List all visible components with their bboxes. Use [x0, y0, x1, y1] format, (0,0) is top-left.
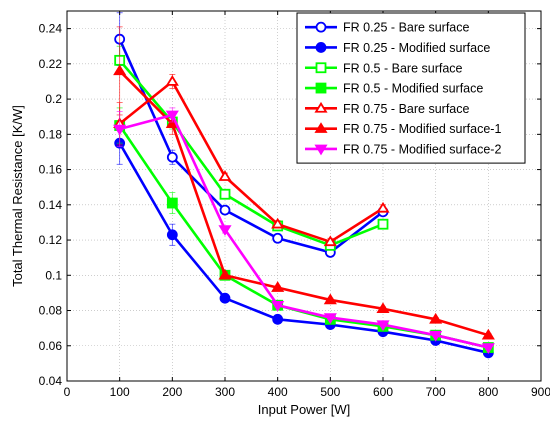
x-tick-label: 200: [162, 385, 182, 399]
legend-label: FR 0.5 - Modified surface: [343, 82, 483, 96]
data-point: [376, 302, 390, 314]
data-point: [271, 217, 285, 229]
data-point: [166, 151, 178, 163]
legend-marker: [315, 62, 327, 74]
x-tick-label: 300: [215, 385, 235, 399]
legend-marker: [315, 21, 327, 33]
x-tick-label: 800: [478, 385, 498, 399]
x-tick-label: 700: [426, 385, 446, 399]
data-point: [272, 313, 284, 325]
data-point: [165, 75, 179, 86]
data-point: [271, 300, 285, 312]
legend-item: FR 0.75 - Bare surface: [305, 102, 469, 116]
legend-marker: [315, 42, 327, 53]
x-tick-label: 600: [373, 385, 393, 399]
data-point: [113, 124, 127, 136]
y-tick-label: 0.14: [39, 198, 63, 212]
legend: FR 0.25 - Bare surface FR 0.25 - Modified…: [296, 12, 526, 164]
data-point: [218, 170, 232, 181]
axis-ticks: 0 100 200 300 400 500 600 700 800 900 0.04 0.06 0.08…: [39, 11, 550, 399]
data-point: [429, 330, 443, 342]
data-point: [481, 343, 495, 354]
legend-item: FR 0.25 - Bare surface: [305, 21, 469, 35]
series-line: [119, 113, 489, 349]
data-point: [376, 201, 390, 213]
y-tick-label: 0.04: [39, 374, 63, 388]
x-tick-label: 0: [64, 385, 71, 399]
y-tick-label: 0.2: [45, 92, 62, 106]
legend-item: FR 0.75 - Modified surface-2: [305, 142, 501, 156]
x-tick-label: 400: [268, 385, 288, 399]
data-point: [166, 197, 178, 209]
y-tick-label: 0.06: [39, 339, 63, 353]
series-layer: [113, 12, 495, 359]
y-tick-label: 0.22: [39, 57, 63, 71]
data-point: [376, 320, 390, 332]
legend-label: FR 0.5 - Bare surface: [343, 61, 463, 75]
data-point: [165, 110, 179, 122]
data-point: [271, 281, 285, 292]
legend-marker: [314, 144, 328, 156]
data-point: [219, 292, 231, 304]
data-point: [323, 235, 337, 247]
x-tick-label: 100: [110, 385, 130, 399]
series-line: [118, 69, 489, 337]
x-tick-label: 500: [320, 385, 340, 399]
series-line: [118, 142, 489, 355]
y-tick-label: 0.18: [39, 127, 63, 141]
legend-marker: [314, 122, 328, 133]
y-tick-label: 0.12: [39, 233, 63, 247]
legend-label: FR 0.25 - Modified surface: [343, 41, 490, 55]
legend-item: FR 0.25 - Modified surface: [305, 41, 490, 55]
legend-label: FR 0.25 - Bare surface: [343, 21, 469, 35]
legend-marker: [314, 101, 328, 113]
y-tick-label: 0.1: [45, 268, 62, 282]
y-axis-title: Total Thermal Resistance [K/W]: [10, 105, 25, 287]
data-point: [218, 225, 232, 236]
series-line: [118, 59, 384, 247]
data-point: [481, 328, 495, 340]
series-line: [118, 80, 384, 244]
data-point: [323, 293, 337, 305]
data-point: [166, 229, 178, 241]
series-6: [113, 26, 495, 340]
x-tick-label: 900: [531, 385, 550, 399]
x-axis-title: Input Power [W]: [258, 402, 350, 417]
legend-item: FR 0.75 - Modified surface-1: [305, 122, 501, 136]
legend-label: FR 0.75 - Modified surface-2: [343, 142, 501, 156]
series-line: [118, 38, 384, 254]
y-tick-label: 0.16: [39, 163, 63, 177]
legend-label: FR 0.75 - Bare surface: [343, 102, 469, 116]
data-point: [113, 64, 127, 76]
legend-item: FR 0.5 - Bare surface: [305, 61, 463, 75]
data-point: [272, 232, 284, 244]
y-tick-label: 0.24: [39, 22, 63, 36]
legend-marker: [315, 82, 327, 94]
data-point: [218, 268, 232, 280]
legend-label: FR 0.75 - Modified surface-1: [343, 122, 501, 136]
y-tick-label: 0.08: [39, 304, 63, 318]
series-7: [113, 107, 495, 354]
data-point: [219, 204, 231, 216]
plot-frame: [66, 10, 542, 382]
data-point: [219, 188, 231, 200]
data-point: [429, 312, 443, 324]
legend-item: FR 0.5 - Modified surface: [305, 82, 483, 96]
data-point: [377, 218, 389, 230]
data-point: [323, 313, 337, 325]
